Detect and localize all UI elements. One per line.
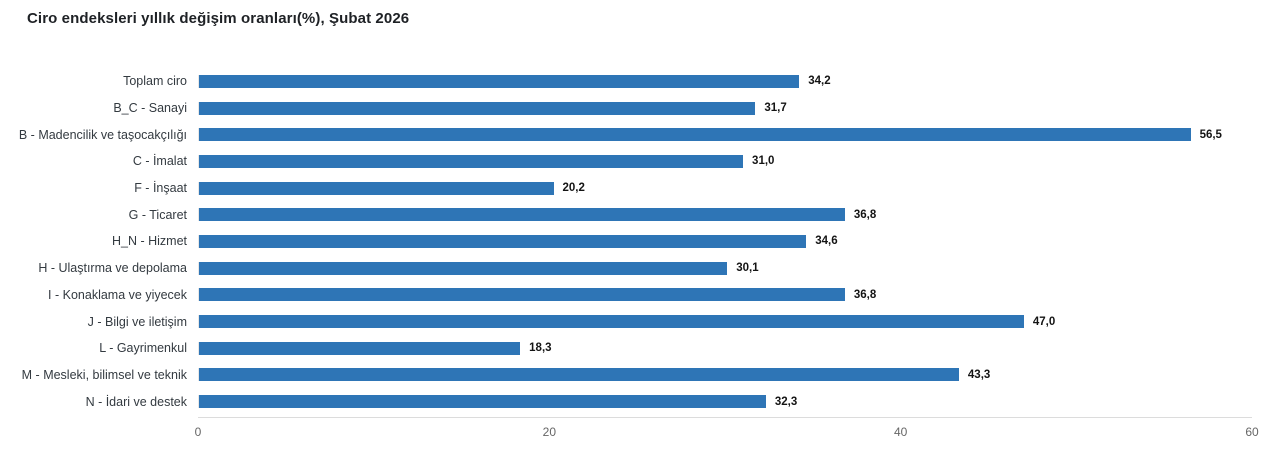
bar-row: C - İmalat 31,0 (0, 148, 1252, 175)
value-label: 20,2 (562, 182, 585, 195)
bar[interactable] (199, 288, 845, 302)
bar-row: J - Bilgi ve iletişim 47,0 (0, 308, 1252, 335)
value-label: 43,3 (967, 368, 991, 381)
bar[interactable] (199, 128, 1191, 142)
category-label: M - Mesleki, bilimsel ve teknik (21, 367, 187, 382)
bar-track: 43,3 (198, 368, 1252, 382)
value-label: 36,8 (853, 208, 877, 221)
bar-row: F - İnşaat 20,2 (0, 175, 1252, 202)
bar-row: I - Konaklama ve yiyecek 36,8 (0, 282, 1252, 309)
x-axis-tick-label: 0 (194, 425, 202, 439)
bar[interactable] (199, 208, 845, 222)
bar-row: H_N - Hizmet 34,6 (0, 228, 1252, 255)
bar-row: N - İdari ve destek 32,3 (0, 388, 1252, 415)
value-label: 36,8 (853, 288, 877, 301)
bar-track: 20,2 (198, 181, 1252, 195)
category-label: H - Ulaştırma ve depolama (38, 261, 187, 276)
bar[interactable] (199, 74, 800, 88)
bar-track: 47,0 (198, 315, 1252, 329)
bar-track: 34,6 (198, 234, 1252, 248)
bar-row: G - Ticaret 36,8 (0, 201, 1252, 228)
bar-track: 56,5 (198, 128, 1252, 142)
bar-row: B_C - Sanayi 31,7 (0, 95, 1252, 122)
bar-track: 36,8 (198, 288, 1252, 302)
bar-row: B - Madencilik ve taşocakçılığı 56,5 (0, 121, 1252, 148)
value-label: 34,2 (808, 75, 831, 88)
value-label: 32,3 (774, 395, 798, 408)
bar-row: M - Mesleki, bilimsel ve teknik 43,3 (0, 362, 1252, 389)
bar[interactable] (199, 234, 807, 248)
value-label: 18,3 (529, 342, 552, 355)
category-label: B_C - Sanayi (113, 101, 187, 116)
bar-track: 36,8 (198, 208, 1252, 222)
value-label: 31,7 (764, 102, 787, 115)
bar-row: Toplam ciro 34,2 (0, 68, 1252, 95)
bar[interactable] (199, 395, 766, 409)
bar[interactable] (199, 315, 1024, 329)
bar[interactable] (199, 261, 728, 275)
value-label: 31,0 (752, 155, 775, 168)
x-axis-tick-label: 20 (542, 425, 557, 439)
value-label: 47,0 (1032, 315, 1056, 328)
bar[interactable] (199, 101, 756, 115)
bar-track: 34,2 (198, 74, 1252, 88)
value-label: 34,6 (815, 235, 838, 248)
bar-track: 18,3 (198, 341, 1252, 355)
category-label: C - İmalat (132, 154, 187, 169)
bar-row: H - Ulaştırma ve depolama 30,1 (0, 255, 1252, 282)
bar-track: 31,7 (198, 101, 1252, 115)
category-label: Toplam ciro (123, 74, 187, 89)
bar[interactable] (199, 341, 521, 355)
bar-track: 32,3 (198, 395, 1252, 409)
category-label: N - İdari ve destek (85, 394, 187, 409)
bar-track: 30,1 (198, 261, 1252, 275)
category-label: H_N - Hizmet (111, 234, 187, 249)
x-axis-tick-label: 40 (893, 425, 908, 439)
bar[interactable] (199, 368, 959, 382)
chart-title: Ciro endeksleri yıllık değişim oranları(… (27, 10, 410, 27)
category-label: B - Madencilik ve taşocakçılığı (18, 127, 187, 142)
category-label: L - Gayrimenkul (99, 341, 187, 356)
category-label: G - Ticaret (128, 207, 187, 222)
x-axis-tick-label: 60 (1245, 425, 1259, 439)
plot-area: Toplam ciro 34,2 B_C - Sanayi 31,7 B - M… (0, 68, 1252, 415)
category-label: J - Bilgi ve iletişim (87, 314, 187, 329)
value-label: 56,5 (1199, 128, 1222, 141)
category-label: F - İnşaat (134, 181, 187, 196)
x-axis: 0 20 40 60 (194, 417, 1259, 447)
bar-row: L - Gayrimenkul 18,3 (0, 335, 1252, 362)
bar[interactable] (199, 181, 554, 195)
bar[interactable] (199, 154, 744, 168)
value-label: 30,1 (736, 262, 759, 275)
category-label: I - Konaklama ve yiyecek (48, 287, 187, 302)
bar-track: 31,0 (198, 154, 1252, 168)
